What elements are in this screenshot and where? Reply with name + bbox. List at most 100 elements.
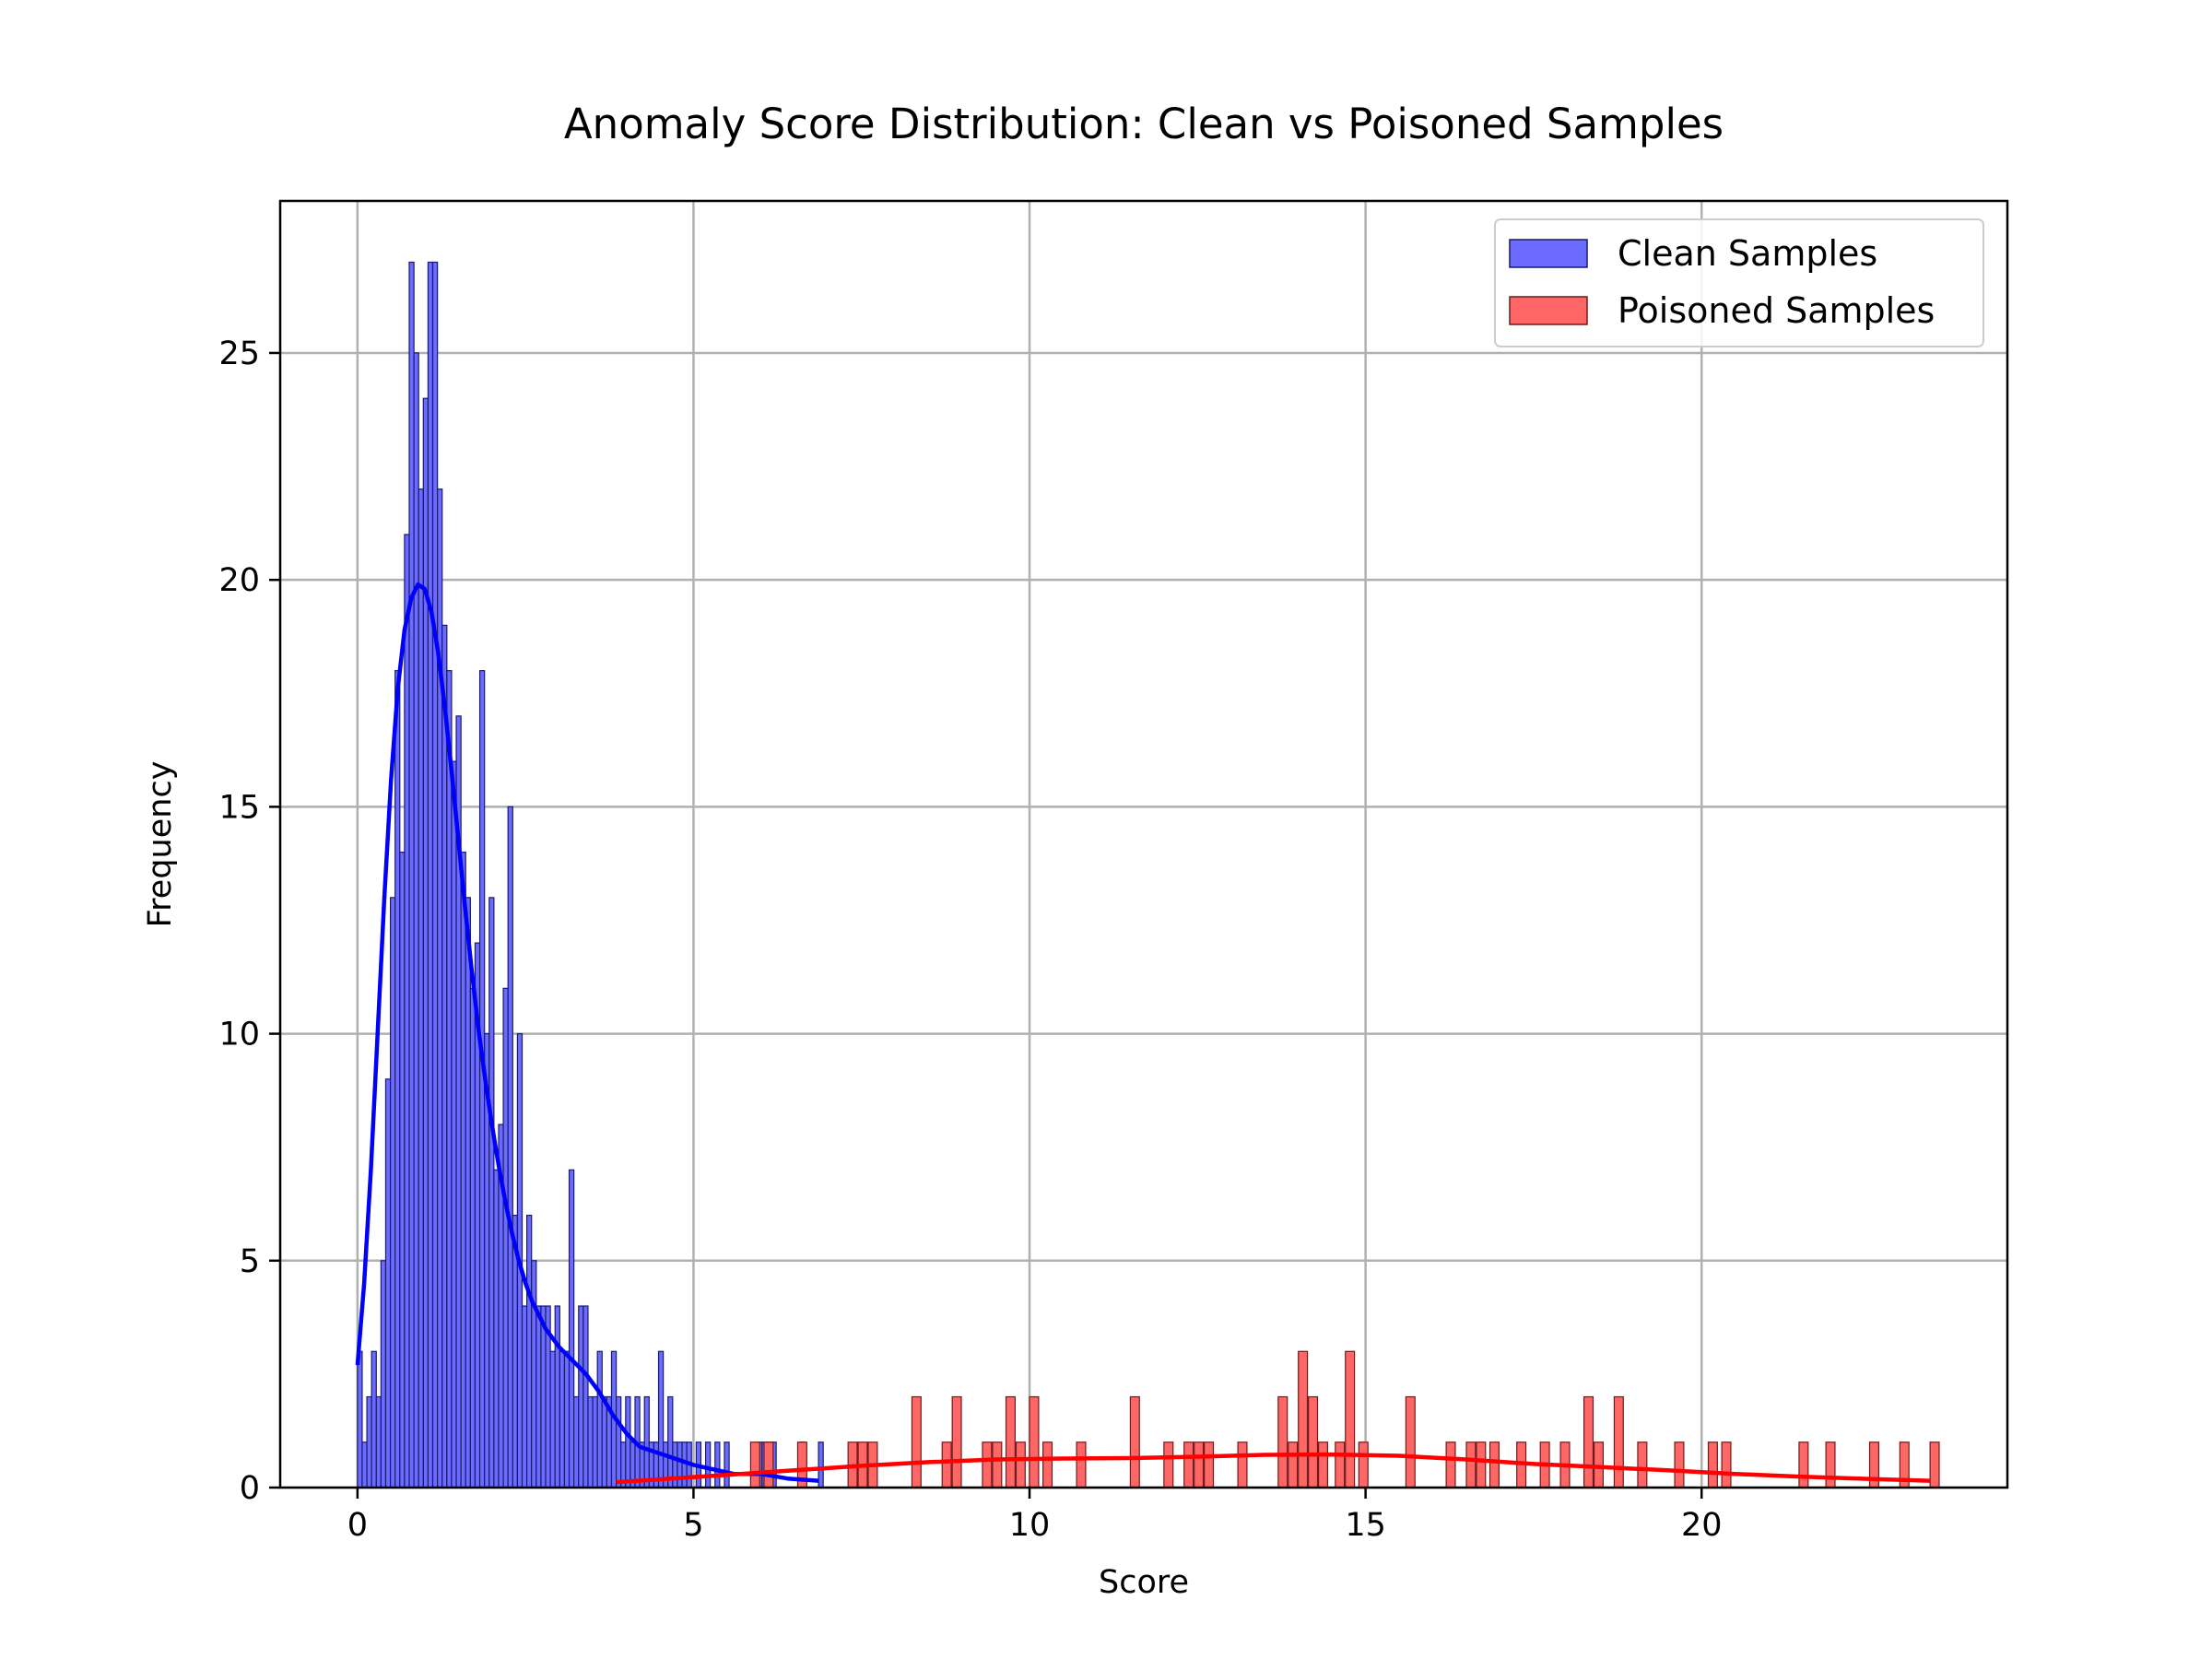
clean-bar [681, 1441, 688, 1488]
clean-bar [526, 1214, 533, 1488]
clean-bar [357, 1350, 363, 1488]
clean-bar [667, 1395, 674, 1488]
histogram-bars [357, 261, 1940, 1488]
clean-bar [615, 1395, 622, 1488]
poisoned-bar [1042, 1441, 1053, 1488]
poisoned-bar [951, 1395, 962, 1488]
x-tick-label: 10 [1009, 1507, 1051, 1544]
poisoned-bar [1583, 1395, 1594, 1488]
clean-bar [531, 1260, 537, 1488]
clean-bar [677, 1441, 683, 1488]
clean-bar [568, 1169, 575, 1488]
poisoned-bar [1721, 1441, 1732, 1488]
clean-bar [540, 1305, 547, 1488]
poisoned-bar [1308, 1395, 1319, 1488]
poisoned-bar [1005, 1395, 1016, 1488]
poisoned-bar [1015, 1441, 1026, 1488]
legend-swatch-clean [1509, 239, 1588, 268]
poisoned-bar [992, 1441, 1003, 1488]
axis-ticks: 0 5 10 15 20 0 5 10 15 20 25 [218, 335, 1722, 1544]
poisoned-bar [1194, 1441, 1205, 1488]
poisoned-bar [1345, 1350, 1356, 1488]
chart-title: Anomaly Score Distribution: Clean vs Poi… [564, 100, 1724, 148]
legend: Clean Samples Poisoned Samples [1494, 218, 1984, 347]
clean-bar [592, 1395, 598, 1488]
poisoned-bar [1183, 1441, 1194, 1488]
y-tick-label: 0 [240, 1470, 260, 1507]
clean-bar [366, 1395, 372, 1488]
clean-bar [427, 261, 434, 1488]
clean-bar [601, 1395, 607, 1488]
clean-bar [724, 1441, 730, 1488]
clean-bar [399, 852, 406, 1488]
grid-lines [280, 201, 2007, 1489]
y-tick-label: 5 [240, 1243, 260, 1280]
y-axis-label: Frequency [142, 761, 179, 928]
poisoned-bar [1445, 1441, 1456, 1488]
clean-bar [578, 1305, 584, 1488]
y-tick-label: 15 [218, 789, 260, 826]
poisoned-kde-line [616, 1452, 1931, 1485]
poisoned-bar [911, 1395, 922, 1488]
clean-bar [535, 1305, 542, 1488]
clean-bar [451, 760, 457, 1488]
clean-bar [413, 352, 419, 1488]
poisoned-bar [1707, 1441, 1718, 1488]
poisoned-bar [1076, 1441, 1087, 1488]
clean-bar [554, 1305, 560, 1488]
clean-bar [587, 1395, 594, 1488]
clean-bar [446, 670, 453, 1488]
clean-bar [818, 1441, 824, 1488]
poisoned-bar [1613, 1395, 1624, 1488]
poisoned-bar [1637, 1441, 1648, 1488]
clean-bar [441, 624, 448, 1488]
poisoned-bar [1029, 1395, 1040, 1488]
poisoned-bar [1674, 1441, 1685, 1488]
poisoned-bar [982, 1441, 993, 1488]
clean-bar [704, 1441, 712, 1488]
clean-bar [404, 534, 410, 1488]
legend-swatch-poisoned [1509, 296, 1588, 325]
clean-bar [573, 1395, 580, 1488]
poisoned-bar [1288, 1441, 1299, 1488]
y-tick-label: 25 [218, 335, 260, 372]
clean-bar [389, 897, 396, 1488]
poisoned-bar [1163, 1441, 1174, 1488]
clean-bar [469, 987, 477, 1488]
clean-bar [422, 397, 429, 1488]
clean-bar [460, 852, 466, 1488]
poisoned-bar [1929, 1441, 1940, 1488]
poisoned-bar [1825, 1441, 1836, 1488]
plot-area-frame [278, 199, 2009, 1489]
clean-bar [465, 897, 471, 1488]
clean-bar [549, 1350, 556, 1488]
clean-bar [563, 1350, 571, 1488]
poisoned-bar [1204, 1441, 1215, 1488]
clean-bar [437, 488, 443, 1488]
clean-bar [502, 987, 509, 1488]
clean-bar [431, 261, 439, 1488]
clean-bar [394, 670, 401, 1488]
x-tick-label: 20 [1681, 1507, 1723, 1544]
poisoned-bar [1129, 1395, 1140, 1488]
clean-bar [418, 488, 424, 1488]
clean-bar [493, 1169, 500, 1488]
poisoned-bar [763, 1441, 774, 1488]
clean-bar [714, 1441, 721, 1488]
legend-box [1494, 218, 1984, 347]
x-axis-label: Score [1099, 1564, 1189, 1601]
y-tick-label: 10 [218, 1017, 260, 1053]
clean-bar [408, 261, 415, 1488]
poisoned-bar [1237, 1441, 1248, 1488]
clean-bar [596, 1350, 603, 1488]
clean-bar [488, 897, 495, 1488]
clean-bar [384, 1078, 392, 1488]
legend-label-clean: Clean Samples [1618, 233, 1877, 274]
poisoned-bar [1317, 1441, 1329, 1488]
clean-bar [521, 1305, 528, 1488]
poisoned-bar [1798, 1441, 1809, 1488]
clean-bar [672, 1441, 678, 1488]
poisoned-bar [1465, 1441, 1477, 1488]
clean-bar [380, 1260, 387, 1488]
